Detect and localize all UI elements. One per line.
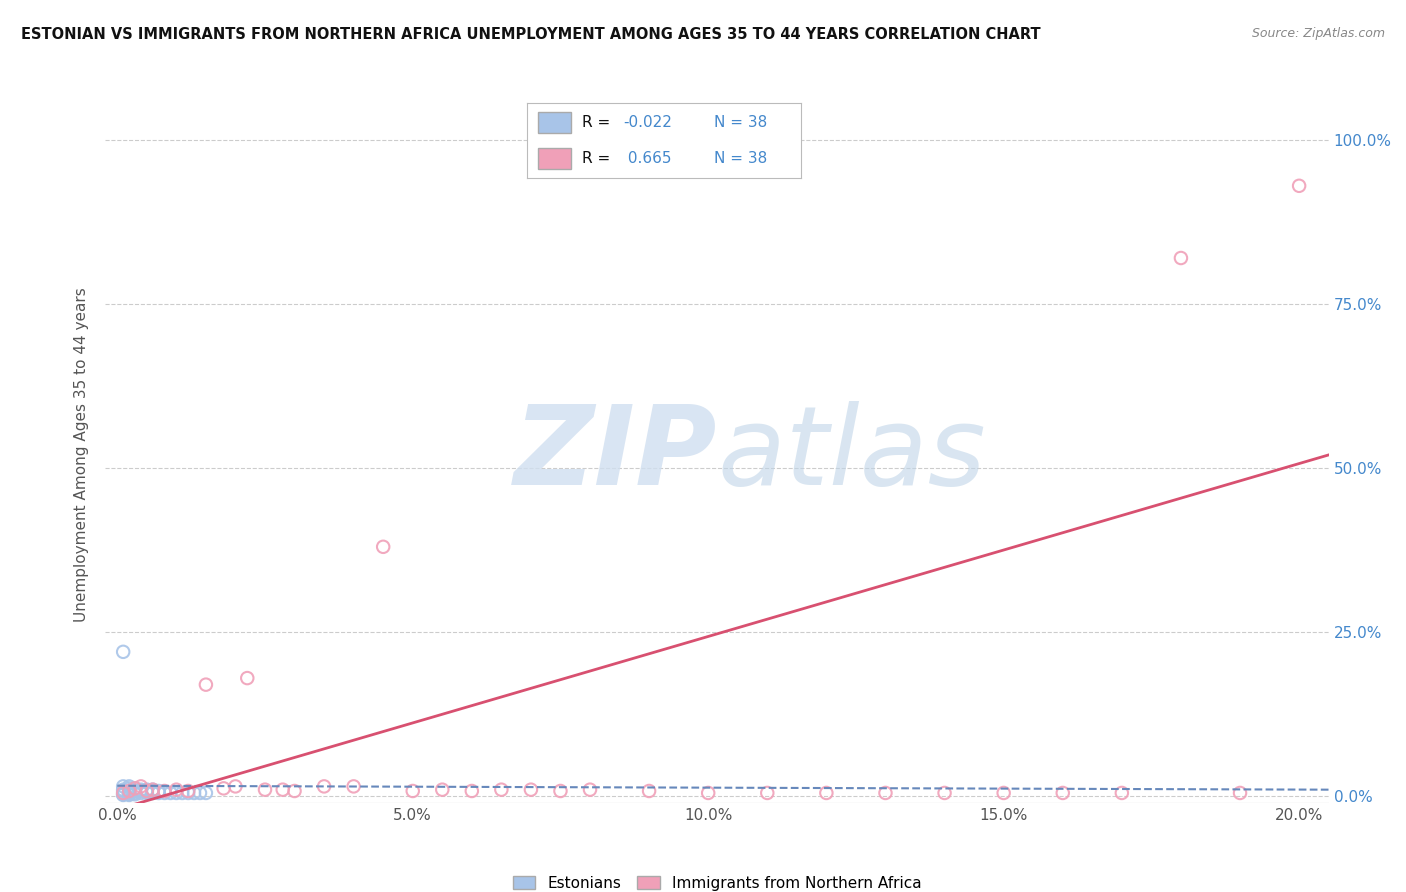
Point xyxy=(118,780,141,794)
Point xyxy=(142,782,165,797)
Text: N = 38: N = 38 xyxy=(714,115,766,130)
Point xyxy=(638,784,661,798)
Point xyxy=(177,784,200,798)
Point xyxy=(194,786,217,800)
Point xyxy=(153,786,176,800)
Point xyxy=(118,781,141,796)
Point xyxy=(283,784,305,798)
Point xyxy=(118,786,141,800)
Point xyxy=(112,787,135,801)
Point xyxy=(165,786,187,800)
Point xyxy=(550,784,572,798)
Point xyxy=(118,787,141,801)
Text: R =: R = xyxy=(582,151,616,166)
Point xyxy=(124,781,146,796)
Point xyxy=(135,784,157,798)
Point xyxy=(148,786,170,800)
Point xyxy=(129,784,152,798)
Point xyxy=(124,781,146,796)
Point xyxy=(129,780,152,794)
Point xyxy=(135,786,157,800)
Point xyxy=(314,780,336,794)
Point xyxy=(183,786,205,800)
Point xyxy=(112,786,135,800)
Point xyxy=(212,781,235,796)
Legend: Estonians, Immigrants from Northern Africa: Estonians, Immigrants from Northern Afri… xyxy=(506,870,928,892)
Point xyxy=(756,786,779,800)
FancyBboxPatch shape xyxy=(538,148,571,169)
Point xyxy=(1052,786,1074,800)
Point xyxy=(165,782,187,797)
Point xyxy=(993,786,1015,800)
Text: N = 38: N = 38 xyxy=(714,151,766,166)
FancyBboxPatch shape xyxy=(538,112,571,133)
Point xyxy=(124,784,146,798)
Point xyxy=(224,780,246,794)
Point xyxy=(1288,178,1310,193)
Point xyxy=(142,782,165,797)
Text: ZIP: ZIP xyxy=(513,401,717,508)
Point xyxy=(118,788,141,802)
Y-axis label: Unemployment Among Ages 35 to 44 years: Unemployment Among Ages 35 to 44 years xyxy=(75,287,90,623)
Point xyxy=(253,782,276,797)
Point xyxy=(579,782,602,797)
Text: Source: ZipAtlas.com: Source: ZipAtlas.com xyxy=(1251,27,1385,40)
Point xyxy=(271,782,294,797)
Point xyxy=(172,786,194,800)
Point xyxy=(875,786,897,800)
Point xyxy=(112,786,135,800)
Point xyxy=(142,786,165,800)
Point xyxy=(236,671,259,685)
Point xyxy=(1229,786,1251,800)
Point xyxy=(520,782,543,797)
Point xyxy=(129,786,152,800)
Point xyxy=(135,784,157,798)
Point xyxy=(142,784,165,798)
Point xyxy=(934,786,956,800)
Point xyxy=(112,784,135,798)
Point xyxy=(124,787,146,801)
Point xyxy=(112,780,135,794)
Point xyxy=(112,782,135,797)
Point xyxy=(402,784,425,798)
Point xyxy=(112,788,135,802)
Point xyxy=(159,786,181,800)
Point xyxy=(112,645,135,659)
Text: -0.022: -0.022 xyxy=(623,115,672,130)
Point xyxy=(124,786,146,800)
Point xyxy=(491,782,513,797)
Point xyxy=(129,782,152,797)
Point xyxy=(135,782,157,797)
Point xyxy=(1111,786,1133,800)
Point xyxy=(461,784,484,798)
Text: atlas: atlas xyxy=(717,401,986,508)
Point xyxy=(432,782,454,797)
Point xyxy=(815,786,838,800)
Point xyxy=(697,786,720,800)
Point xyxy=(118,784,141,798)
Point xyxy=(177,786,200,800)
Point xyxy=(112,787,135,801)
Point xyxy=(343,780,366,794)
Text: 0.665: 0.665 xyxy=(623,151,672,166)
Point xyxy=(118,786,141,800)
Point xyxy=(118,784,141,798)
Point xyxy=(153,784,176,798)
Point xyxy=(188,786,211,800)
Point xyxy=(194,678,217,692)
Point xyxy=(148,784,170,798)
Text: R =: R = xyxy=(582,115,616,130)
Point xyxy=(1170,251,1192,265)
Text: ESTONIAN VS IMMIGRANTS FROM NORTHERN AFRICA UNEMPLOYMENT AMONG AGES 35 TO 44 YEA: ESTONIAN VS IMMIGRANTS FROM NORTHERN AFR… xyxy=(21,27,1040,42)
Point xyxy=(373,540,395,554)
